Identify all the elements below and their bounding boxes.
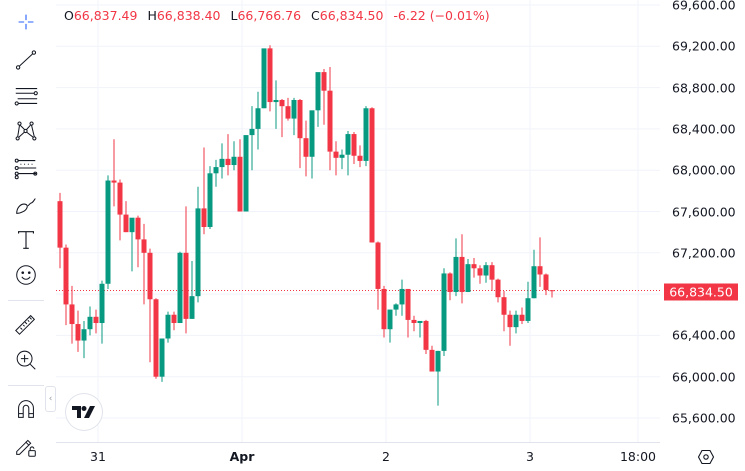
text-icon: [18, 231, 34, 249]
lock-drawings-tool[interactable]: [10, 430, 42, 462]
ruler-icon: [15, 314, 36, 335]
high-label: H: [147, 8, 157, 23]
high-value: 66,838.40: [156, 8, 221, 23]
price-label: 65,600.00: [672, 410, 736, 426]
tradingview-logo[interactable]: [66, 394, 102, 430]
emoji-icon: [16, 265, 36, 285]
trend-line-icon: [15, 50, 37, 70]
price-label: 66,400.00: [672, 327, 736, 343]
lock-drawings-icon: [16, 439, 36, 457]
time-axis[interactable]: 31 Apr 2 3 18:00: [56, 442, 660, 471]
close-label: C: [311, 8, 320, 23]
crosshair-icon: [18, 14, 34, 30]
pattern-icon: [15, 121, 37, 141]
open-label: O: [64, 8, 74, 23]
low-label: L: [230, 8, 238, 23]
crosshair-tool[interactable]: [10, 6, 42, 38]
time-label: 18:00: [619, 449, 657, 464]
horizontal-lines-tool[interactable]: [10, 80, 42, 112]
change-value: -6.22 (−0.01%): [393, 8, 490, 23]
zoom-in-icon: [16, 350, 36, 370]
pattern-tool[interactable]: [10, 115, 42, 147]
candlestick-chart[interactable]: [56, 0, 660, 442]
text-tool[interactable]: [10, 224, 42, 256]
brush-tool[interactable]: [10, 189, 42, 221]
price-label: 67,200.00: [672, 245, 736, 261]
magnet-icon: [18, 400, 34, 418]
toolbar-divider: [8, 385, 44, 386]
time-label: 3: [526, 449, 534, 464]
time-label: 31: [90, 449, 106, 464]
price-label: 69,200.00: [672, 38, 736, 54]
magnet-tool[interactable]: [10, 393, 42, 425]
price-label: 69,600.00: [672, 0, 736, 13]
trend-line-tool[interactable]: [10, 44, 42, 76]
ohlc-legend: O66,837.49 H66,838.40 L66,766.76 C66,834…: [64, 8, 490, 23]
collapse-toolbar-button[interactable]: ‹: [45, 386, 56, 412]
price-label: 66,000.00: [672, 369, 736, 385]
last-price-badge: 66,834.50: [664, 283, 738, 301]
fib-retracement-tool[interactable]: [10, 152, 42, 184]
drawing-toolbar: [0, 0, 52, 470]
open-value: 66,837.49: [73, 8, 138, 23]
chart-settings-button[interactable]: [695, 446, 717, 468]
settings-icon: [697, 449, 715, 465]
toolbar-divider: [8, 300, 44, 301]
price-label: 68,400.00: [672, 121, 736, 137]
price-label: 68,000.00: [672, 162, 736, 178]
horizontal-lines-icon: [14, 88, 38, 106]
fib-retracement-icon: [14, 158, 38, 180]
price-axis[interactable]: 69,600.00 69,200.00 68,800.00 68,400.00 …: [660, 0, 745, 442]
brush-icon: [16, 198, 36, 214]
time-label: Apr: [229, 449, 255, 464]
zoom-in-tool[interactable]: [10, 344, 42, 376]
time-label: 2: [382, 449, 390, 464]
close-value: 66,834.50: [319, 8, 384, 23]
price-label: 67,600.00: [672, 204, 736, 220]
price-label: 68,800.00: [672, 80, 736, 96]
low-value: 66,766.76: [237, 8, 302, 23]
tradingview-logo-icon: [72, 406, 95, 418]
emoji-tool[interactable]: [10, 259, 42, 291]
ruler-tool[interactable]: [10, 308, 42, 340]
